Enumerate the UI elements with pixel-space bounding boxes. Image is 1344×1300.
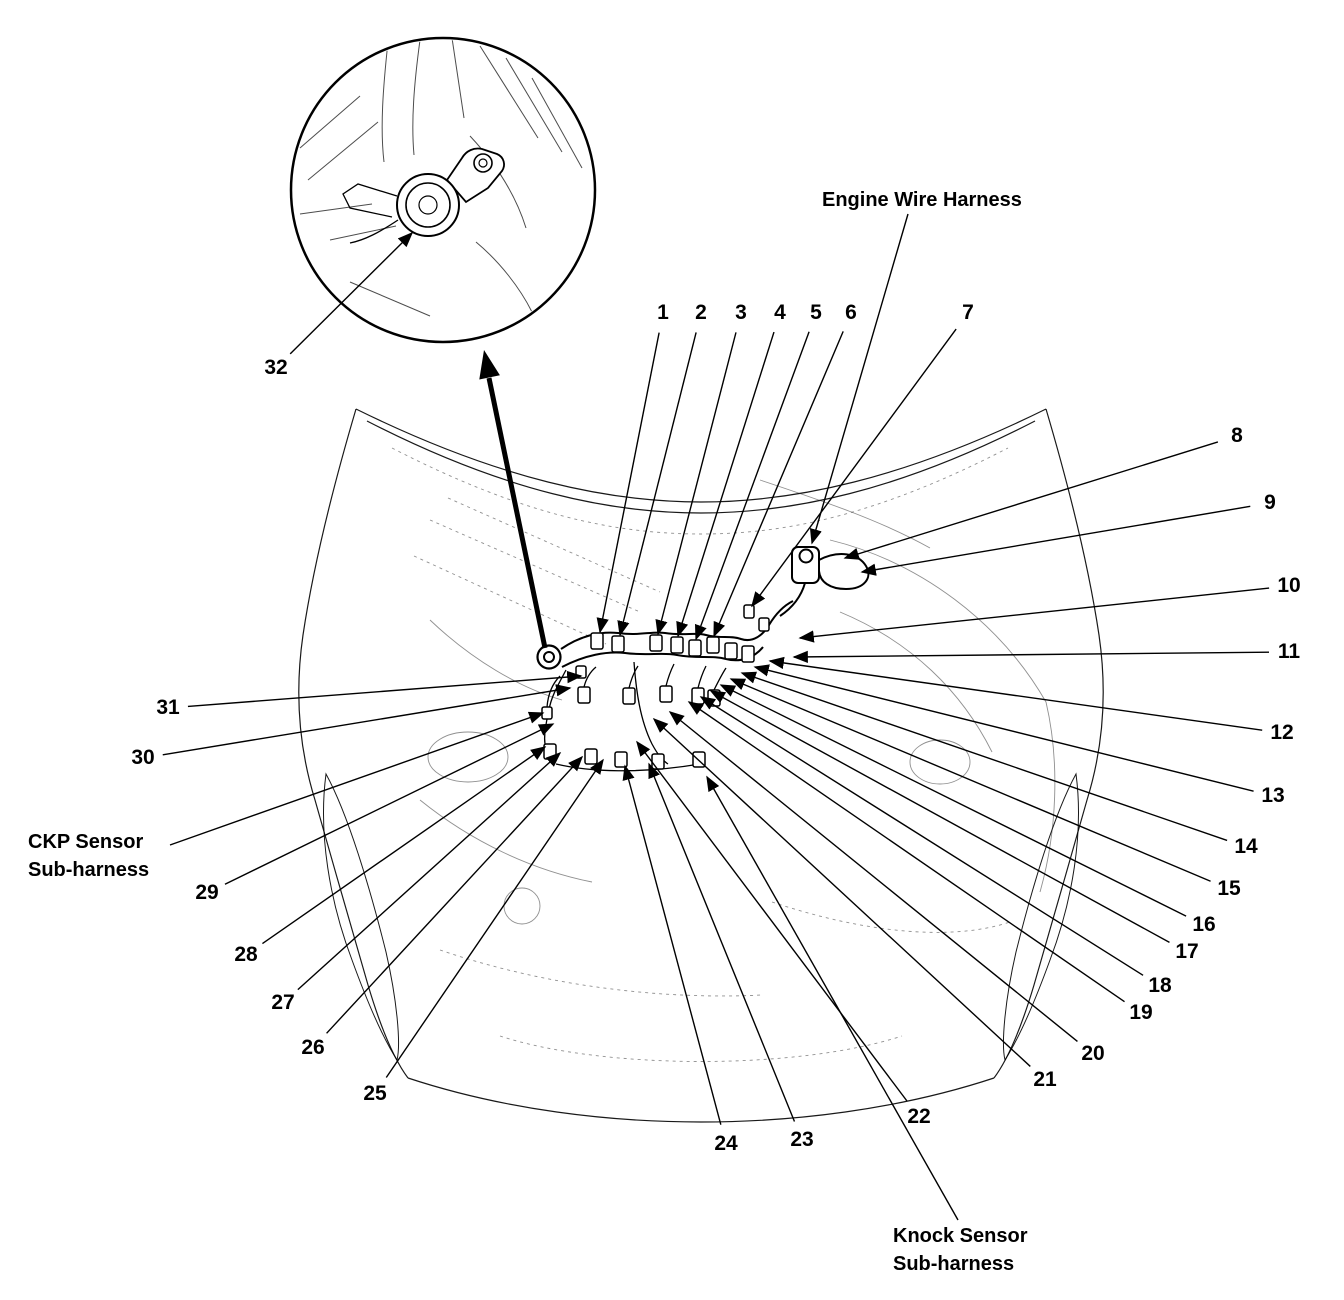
callout-number-32: 32 [264, 356, 288, 379]
callout-number-25: 25 [363, 1082, 387, 1105]
callout-line-24 [622, 764, 722, 1125]
callout-line-27 [297, 751, 562, 991]
engine-wire-harness-text: Engine Wire Harness [822, 189, 1022, 211]
ckp-sensor-sub-harness-label: CKP Sensor Sub-harness [28, 828, 149, 884]
engine-wire-harness-label: Engine Wire Harness [822, 186, 1022, 214]
callout-number-22: 22 [907, 1105, 931, 1128]
ckp-sub-harness-leader [169, 711, 545, 846]
callout-number-6: 6 [845, 301, 857, 324]
callout-number-29: 29 [195, 881, 219, 904]
callout-line-25 [385, 758, 604, 1078]
callout-line-4 [676, 331, 775, 638]
knock-label-line1: Knock Sensor [893, 1225, 1028, 1247]
callout-line-31 [187, 670, 583, 708]
callout-number-31: 31 [156, 696, 180, 719]
callout-number-12: 12 [1270, 721, 1294, 744]
callout-line-2 [617, 332, 697, 637]
engine-wire-harness-leader [809, 213, 909, 545]
callout-number-24: 24 [714, 1132, 738, 1155]
detail-sensor [342, 147, 505, 244]
callout-line-22 [636, 740, 908, 1102]
callout-line-28 [262, 746, 547, 945]
callout-number-2: 2 [695, 301, 707, 324]
callout-line-6 [713, 331, 844, 638]
callout-line-23 [648, 762, 796, 1122]
callout-number-21: 21 [1033, 1068, 1057, 1091]
callout-number-18: 18 [1148, 974, 1172, 997]
callout-line-8 [843, 441, 1219, 560]
grommet-icon [536, 644, 562, 670]
callout-number-26: 26 [301, 1036, 325, 1059]
callout-line-10 [798, 587, 1270, 643]
callout-line-3 [655, 332, 737, 636]
callout-line-7 [751, 328, 957, 608]
callout-line-16 [719, 684, 1187, 917]
callout-number-14: 14 [1234, 835, 1258, 858]
car-body-outline [298, 408, 1104, 1123]
callout-line-29 [224, 723, 555, 885]
callout-line-32 [289, 231, 414, 355]
callout-number-3: 3 [735, 301, 747, 324]
ckp-label-line1: CKP Sensor [28, 831, 144, 853]
zoom-arrow [479, 350, 548, 649]
callout-line-5 [695, 331, 810, 641]
detail-background-lines [299, 40, 583, 317]
ckp-label-line2: Sub-harness [28, 859, 150, 881]
callout-number-20: 20 [1081, 1042, 1105, 1065]
callout-number-5: 5 [810, 301, 822, 324]
callout-number-7: 7 [962, 301, 974, 324]
callout-line-12 [768, 656, 1263, 731]
callout-line-19 [687, 701, 1125, 1003]
callout-line-14 [740, 671, 1228, 842]
callout-number-13: 13 [1261, 784, 1285, 807]
callout-number-15: 15 [1217, 877, 1241, 900]
callout-number-30: 30 [131, 746, 155, 769]
callout-line-26 [326, 755, 584, 1034]
callout-line-9 [860, 505, 1251, 576]
callout-number-23: 23 [790, 1128, 814, 1151]
callout-number-17: 17 [1175, 940, 1199, 963]
callout-line-15 [729, 678, 1211, 882]
callout-number-4: 4 [774, 301, 786, 324]
callout-number-16: 16 [1192, 913, 1216, 936]
callout-number-10: 10 [1277, 574, 1301, 597]
callout-number-8: 8 [1231, 424, 1243, 447]
callout-number-11: 11 [1277, 640, 1301, 663]
callout-line-20 [668, 711, 1078, 1042]
knock-sensor-sub-harness-label: Knock Sensor Sub-harness [893, 1222, 1027, 1278]
callout-line-18 [699, 696, 1144, 976]
callout-number-19: 19 [1129, 1001, 1153, 1024]
knock-sub-harness-leader [706, 775, 959, 1221]
callout-number-28: 28 [234, 943, 258, 966]
knock-label-line2: Sub-harness [893, 1253, 1015, 1275]
callout-number-9: 9 [1264, 491, 1276, 514]
detail-circle [289, 36, 597, 344]
callout-line-30 [162, 684, 572, 756]
callout-line-13 [753, 664, 1254, 792]
callout-line-1 [596, 332, 660, 634]
callout-number-1: 1 [657, 301, 669, 324]
callout-line-17 [709, 690, 1170, 943]
callout-number-27: 27 [271, 991, 295, 1014]
callout-line-11 [792, 650, 1270, 664]
